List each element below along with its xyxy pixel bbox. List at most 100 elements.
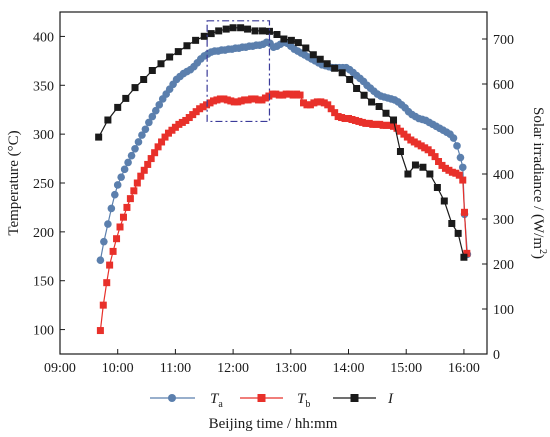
data-point — [124, 158, 132, 167]
x-tick-label: 16:00 — [448, 361, 480, 376]
data-point — [302, 44, 310, 52]
y-left-tick-label: 300 — [33, 128, 54, 143]
data-point — [133, 179, 141, 187]
y-right-tick-label: 0 — [493, 348, 500, 363]
data-point — [154, 143, 162, 151]
data-point — [294, 39, 302, 47]
legend-label-i: I — [387, 391, 394, 407]
data-point — [148, 67, 156, 74]
data-point — [151, 149, 159, 157]
data-point — [229, 24, 237, 32]
data-point — [137, 172, 145, 180]
data-point — [459, 176, 467, 184]
data-point — [103, 279, 111, 287]
data-point — [460, 253, 468, 261]
data-point — [138, 131, 146, 139]
x-tick-label: 11:00 — [160, 361, 191, 376]
data-point — [309, 51, 317, 59]
x-tick-label: 13:00 — [275, 361, 307, 376]
data-point — [130, 187, 138, 195]
series-i — [95, 24, 468, 261]
data-point — [265, 27, 273, 35]
data-point — [123, 203, 131, 211]
data-point — [404, 170, 412, 178]
series-tb — [96, 90, 471, 335]
legend-marker-tb — [257, 394, 266, 402]
data-point — [200, 32, 208, 40]
x-tick-label: 14:00 — [333, 361, 365, 376]
y-axis-left-title: Temperature (°C) — [6, 130, 22, 235]
x-tick-label: 12:00 — [217, 361, 249, 376]
data-point — [119, 213, 127, 221]
x-tick-label: 09:00 — [44, 361, 76, 376]
legend-item-tb: Tb — [240, 391, 310, 410]
data-point — [287, 36, 295, 44]
data-point — [273, 31, 281, 38]
data-point — [419, 163, 427, 171]
data-point — [237, 24, 245, 32]
data-point — [368, 98, 376, 106]
y-right-tick-label: 200 — [493, 258, 514, 273]
data-point — [382, 109, 390, 117]
data-point — [331, 109, 339, 117]
data-point — [140, 76, 148, 83]
data-point — [183, 42, 191, 50]
data-point — [140, 166, 148, 174]
data-point — [296, 91, 304, 99]
data-point — [327, 105, 335, 113]
data-point — [411, 161, 419, 169]
data-point — [147, 155, 155, 163]
x-tick-label: 15:00 — [390, 361, 422, 376]
data-point — [244, 25, 252, 33]
highlight-box — [206, 20, 271, 123]
data-point — [353, 85, 361, 92]
data-point — [122, 94, 130, 102]
data-point — [113, 181, 122, 189]
y-right-tick-label: 400 — [493, 168, 514, 183]
data-point — [106, 261, 114, 269]
data-point — [148, 112, 157, 121]
y-right-tick-label: 500 — [493, 123, 514, 138]
data-point — [157, 60, 165, 68]
y-right-tick-label: 700 — [493, 33, 514, 48]
data-point — [463, 249, 471, 257]
legend-marker-i — [350, 394, 359, 402]
data-point — [111, 190, 119, 199]
y-right-tick-label: 300 — [493, 213, 514, 228]
data-point — [113, 235, 121, 243]
data-point — [453, 142, 461, 150]
y-right-tick-label: 100 — [493, 303, 514, 318]
data-point — [96, 327, 104, 335]
data-point — [324, 101, 332, 109]
data-point — [456, 153, 465, 162]
data-point — [134, 138, 143, 146]
data-point — [207, 30, 215, 38]
data-point — [114, 103, 122, 111]
data-point — [116, 223, 124, 231]
data-point — [144, 160, 152, 168]
data-point — [120, 165, 129, 174]
data-point — [141, 125, 150, 134]
y-right-tick-label: 600 — [493, 78, 514, 93]
y-left-tick-label: 350 — [33, 79, 54, 94]
data-point — [433, 184, 441, 191]
data-point — [131, 84, 139, 92]
data-point — [155, 101, 164, 109]
y-axis-right-title: Solar irradiance / (W/m2) — [530, 107, 548, 259]
data-point — [435, 158, 443, 166]
legend-label-ta: Ta — [210, 391, 223, 410]
legend-marker-ta — [168, 394, 176, 402]
data-point — [95, 133, 103, 141]
x-axis-title: Beijing time / hh:mm — [209, 416, 338, 432]
data-point — [99, 301, 107, 309]
data-point — [151, 106, 160, 115]
data-point — [117, 173, 125, 181]
plot-frame — [59, 11, 488, 355]
y-left-tick-label: 200 — [33, 226, 54, 241]
legend-label-tb: Tb — [297, 391, 310, 410]
data-point — [460, 208, 468, 216]
y-axis-right-title-superscript: 2 — [537, 249, 548, 254]
data-point — [174, 48, 182, 56]
data-point — [222, 25, 230, 33]
